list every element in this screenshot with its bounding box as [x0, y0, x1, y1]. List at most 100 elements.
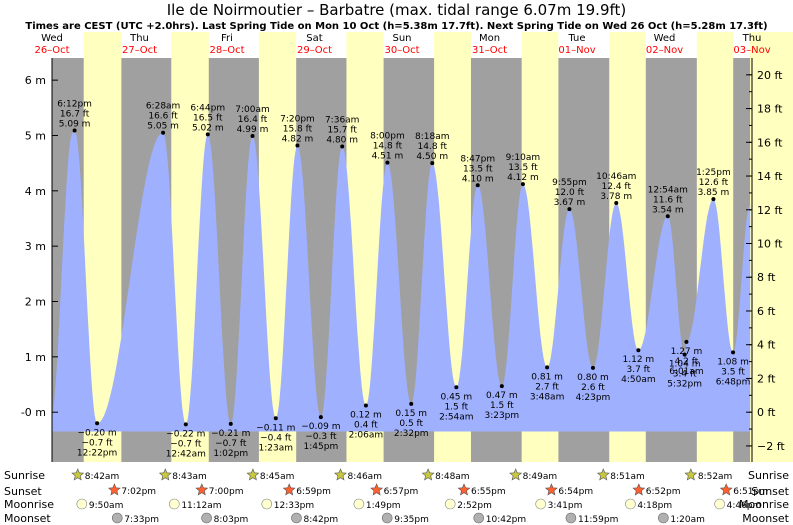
extremum-point	[614, 200, 619, 205]
extremum-m: 4.82 m	[282, 134, 314, 144]
extremum-ft: 15.8 ft	[283, 124, 313, 134]
extremum-time: 12:42am	[166, 449, 206, 459]
extremum-point	[409, 401, 414, 406]
extremum-ft: 13.5 ft	[508, 163, 538, 173]
extremum-ft: 12.0 ft	[555, 188, 585, 198]
sunrise-time: 8:48am	[435, 472, 470, 482]
sunset-icon	[282, 483, 296, 496]
moonset-icon	[291, 512, 302, 524]
moonrise-icon	[261, 498, 273, 510]
sunrise-time: 8:51am	[610, 472, 645, 482]
day-date: 30–Oct	[384, 45, 419, 56]
moonrise-icon	[444, 498, 456, 510]
extremum-time: 1:25pm	[696, 168, 731, 178]
y-tick-ft: 6 ft	[757, 305, 776, 318]
moonset-icon	[381, 512, 393, 524]
extremum-point	[250, 134, 255, 139]
day-header: Wed26–OctThu27–OctFri28–OctSat29–OctSun3…	[34, 32, 771, 58]
sunset-icon	[457, 483, 471, 496]
extremum-point	[520, 182, 525, 187]
extremum-point	[340, 144, 345, 149]
extremum-ft: 4.2 ft	[675, 357, 699, 367]
extremum-m: 3.67 m	[554, 198, 586, 208]
extremum-ft: 16.5 ft	[193, 113, 223, 123]
extremum-time: 2:32pm	[394, 429, 429, 439]
daylight-header-band	[346, 32, 384, 58]
extremum-m: 0.45 m	[440, 392, 472, 402]
extremum-time: 1:45pm	[304, 442, 339, 452]
extremum-point	[95, 421, 100, 426]
sunset-time: 6:57pm	[384, 487, 419, 497]
sunset-time: 6:55pm	[471, 487, 506, 497]
sunset-icon	[370, 483, 384, 496]
moonrise-icon	[714, 498, 725, 510]
moonset-time: 8:03pm	[214, 515, 249, 525]
extremum-point	[665, 214, 670, 219]
moonrise-icon	[169, 498, 180, 510]
extremum-point	[318, 415, 323, 420]
extremum-time: 8:47pm	[460, 154, 495, 164]
extremum-ft: 2.7 ft	[535, 382, 559, 392]
extremum-time: 12:54am	[648, 185, 688, 195]
moonset-icon	[111, 512, 123, 524]
y-tick-ft: 4 ft	[757, 339, 776, 352]
extremum-m: −0.22 m	[166, 429, 205, 439]
moonset-time: 9:35pm	[394, 515, 429, 525]
sunset-label-right: Sunset	[751, 485, 789, 498]
extremum-ft: 16.4 ft	[238, 115, 268, 125]
day-weekday: Fri	[221, 33, 233, 44]
daylight-header-band	[434, 32, 471, 58]
extremum-m: 0.80 m	[577, 373, 609, 383]
day-date: 01–Nov	[558, 45, 595, 56]
daylight-header-band	[171, 32, 209, 58]
sunset-time: 6:52pm	[646, 487, 681, 497]
sunrise-icon	[71, 468, 85, 481]
extremum-m: 1.04 m	[669, 360, 701, 370]
y-tick-ft: 10 ft	[757, 238, 783, 251]
extremum-time: 9:10am	[506, 153, 541, 163]
extremum-m: 1.27 m	[671, 347, 703, 357]
moonrise-label-left: Moonrise	[4, 498, 54, 511]
extremum-m: 1.08 m	[717, 357, 749, 367]
extremum-time: 12:22pm	[77, 448, 117, 458]
extremum-m: 0.47 m	[486, 391, 518, 401]
extremum-m: 0.15 m	[395, 409, 427, 419]
y-tick-ft: 14 ft	[757, 170, 783, 183]
extremum-time: 6:28am	[146, 102, 181, 112]
extremum-point	[731, 350, 736, 355]
extremum-point	[711, 197, 716, 202]
y-tick-m: 6 m	[25, 74, 46, 87]
extremum-point	[161, 130, 166, 135]
extremum-point	[682, 352, 687, 357]
y-tick-ft: −2 ft	[757, 440, 785, 453]
extremum-ft: 15.7 ft	[327, 126, 357, 136]
chart-title: Ile de Noirmoutier – Barbatre (max. tida…	[167, 1, 627, 19]
extremum-point	[228, 421, 233, 426]
extremum-ft: 1.5 ft	[490, 401, 514, 411]
day-weekday: Wed	[654, 33, 676, 44]
extremum-m: 4.10 m	[462, 174, 494, 184]
day-weekday: Sat	[306, 33, 322, 44]
extremum-time: 7:36am	[325, 116, 360, 126]
sunrise-time: 8:46am	[347, 472, 382, 482]
extremum-time: 1:02pm	[213, 449, 248, 459]
extremum-time: 2:54am	[439, 412, 474, 422]
extremum-ft: 1.5 ft	[444, 402, 468, 412]
y-tick-ft: 12 ft	[757, 204, 783, 217]
extremum-ft: −0.3 ft	[305, 432, 337, 442]
extremum-time: 1:23am	[259, 443, 294, 453]
extremum-m: 1.12 m	[623, 355, 655, 365]
moonset-icon	[565, 512, 577, 524]
moonrise-icon	[535, 498, 546, 510]
extremum-m: 5.05 m	[147, 122, 179, 132]
extremum-ft: 2.6 ft	[581, 383, 605, 393]
moonrise-label-right: Moonrise	[739, 498, 789, 511]
sunrise-time: 8:45am	[260, 472, 295, 482]
moonset-icon	[473, 512, 485, 524]
extremum-time: 9:55pm	[552, 178, 587, 188]
y-tick-m: 3 m	[25, 240, 46, 253]
extremum-ft: 3.4 ft	[673, 370, 697, 380]
sunrise-label-right: Sunrise	[748, 469, 789, 482]
extremum-point	[636, 348, 641, 353]
extremum-point	[454, 385, 459, 390]
